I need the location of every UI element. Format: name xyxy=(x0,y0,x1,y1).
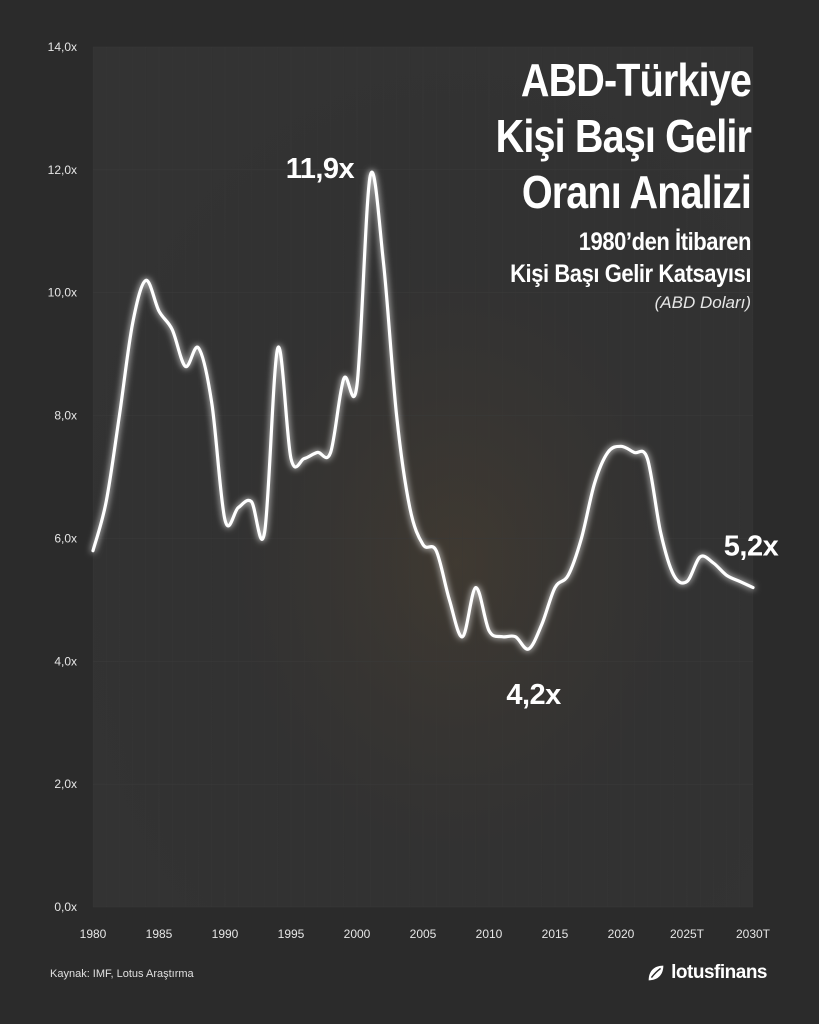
x-tick-label: 1990 xyxy=(212,927,239,941)
data-point xyxy=(356,384,358,386)
data-point xyxy=(277,347,279,349)
chart-subtitle-line-2: Kişi Başı Gelir Katsayısı xyxy=(510,260,751,288)
chart-title-line-3: Oranı Analizi xyxy=(521,166,752,218)
data-point xyxy=(145,279,147,281)
data-point xyxy=(303,457,305,459)
series-group xyxy=(91,170,755,651)
title-block: ABD-Türkiye Kişi Başı Gelir Oranı Analiz… xyxy=(331,52,752,316)
data-point xyxy=(567,574,569,576)
data-point xyxy=(184,365,186,367)
data-point xyxy=(448,599,450,601)
axes: 0,0x 2,0x 4,0x 6,0x 8,0x 10,0x 12,0x 14,0x 1980 1… xyxy=(48,40,771,941)
data-point xyxy=(224,519,226,521)
x-tick-label: 2025T xyxy=(670,927,705,941)
data-point xyxy=(158,310,160,312)
data-point xyxy=(435,550,437,552)
data-point xyxy=(752,586,754,588)
grid xyxy=(92,46,754,908)
data-point xyxy=(475,586,477,588)
brand-logo: lotusfinans xyxy=(645,962,767,984)
chart-unit: (ABD Doları) xyxy=(654,293,751,312)
x-tick-label: 2005 xyxy=(410,927,437,941)
y-tick-label: 0,0x xyxy=(54,900,77,914)
data-point xyxy=(739,580,741,582)
x-tick-label: 1985 xyxy=(146,927,173,941)
data-point xyxy=(422,543,424,545)
x-tick-label: 1980 xyxy=(80,927,107,941)
data-point xyxy=(725,574,727,576)
y-tick-label: 14,0x xyxy=(48,40,77,54)
x-tick-label: 2030T xyxy=(736,927,771,941)
data-point xyxy=(488,629,490,631)
data-point xyxy=(211,402,213,404)
data-point xyxy=(105,500,107,502)
data-point xyxy=(197,347,199,349)
y-tick-label: 10,0x xyxy=(48,286,77,300)
x-tick-label: 2000 xyxy=(344,927,371,941)
annotations: 11,9x 4,2x 5,2x xyxy=(286,153,779,711)
data-point xyxy=(593,482,595,484)
data-point xyxy=(343,378,345,380)
data-point xyxy=(673,574,675,576)
data-point xyxy=(461,636,463,638)
data-point xyxy=(316,451,318,453)
y-tick-label: 2,0x xyxy=(54,777,77,791)
data-label: 4,2x xyxy=(506,679,561,711)
data-point xyxy=(409,507,411,509)
data-point xyxy=(250,500,252,502)
data-point xyxy=(171,328,173,330)
data-point xyxy=(263,531,265,533)
data-point xyxy=(514,636,516,638)
data-label: 5,2x xyxy=(724,531,779,563)
data-point xyxy=(290,457,292,459)
data-point xyxy=(607,451,609,453)
brand-name: lotusfinans xyxy=(671,962,767,983)
data-point xyxy=(501,636,503,638)
y-tick-label: 6,0x xyxy=(54,531,77,545)
data-point xyxy=(237,507,239,509)
data-point xyxy=(527,648,529,650)
data-point xyxy=(329,451,331,453)
data-point xyxy=(92,550,94,552)
data-point xyxy=(712,562,714,564)
data-point xyxy=(118,414,120,416)
x-tick-label: 2020 xyxy=(608,927,635,941)
data-point xyxy=(646,457,648,459)
x-tick-label: 2010 xyxy=(476,927,503,941)
lotus-leaf-icon xyxy=(648,965,664,981)
y-tick-label: 12,0x xyxy=(48,163,77,177)
source-note: Kaynak: IMF, Lotus Araştırma xyxy=(50,968,194,980)
x-tick-label: 1995 xyxy=(278,927,305,941)
y-tick-label: 4,0x xyxy=(54,654,77,668)
data-point xyxy=(580,537,582,539)
y-tick-label: 8,0x xyxy=(54,409,77,423)
data-point xyxy=(131,322,133,324)
data-point xyxy=(686,580,688,582)
x-tick-label: 2015 xyxy=(542,927,569,941)
data-point xyxy=(620,445,622,447)
series-line xyxy=(91,170,755,651)
data-point xyxy=(699,556,701,558)
data-point xyxy=(554,586,556,588)
data-point xyxy=(659,531,661,533)
chart-title-line-1: ABD-Türkiye xyxy=(520,54,752,106)
data-label: 11,9x xyxy=(286,153,355,185)
data-point xyxy=(633,451,635,453)
data-point xyxy=(541,623,543,625)
chart-subtitle-line-1: 1980’den İtibaren xyxy=(578,228,752,256)
data-point xyxy=(395,414,397,416)
chart-title-line-2: Kişi Başı Gelir xyxy=(495,110,752,162)
